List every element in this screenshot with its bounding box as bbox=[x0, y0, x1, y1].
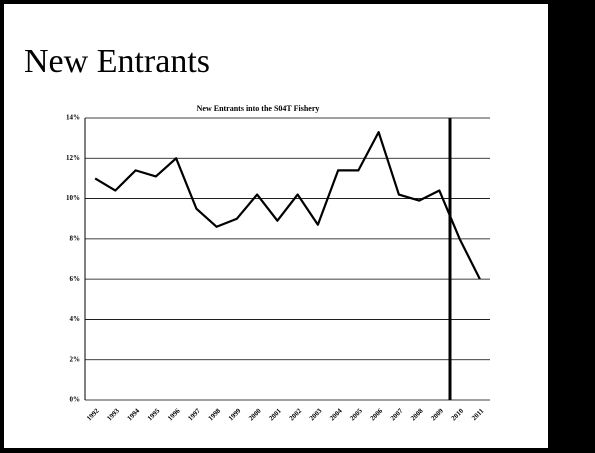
data-line bbox=[94, 131, 481, 280]
slide-title: New Entrants bbox=[24, 43, 210, 80]
y-tick-label: 12% bbox=[66, 154, 80, 162]
y-tick-label: 0% bbox=[70, 396, 81, 404]
y-tick-label: 14% bbox=[66, 114, 80, 122]
plot: 0%2%4%6%8%10%12%14%1992 1993 1994 1995 1996 1… bbox=[66, 114, 490, 422]
y-tick-label: 8% bbox=[70, 234, 81, 242]
y-tick-label: 6% bbox=[70, 275, 81, 283]
y-tick-label: 2% bbox=[70, 355, 81, 363]
y-tick-label: 10% bbox=[66, 194, 80, 202]
chart-title: New Entrants into the S04T Fishery bbox=[197, 104, 320, 113]
y-tick-label: 4% bbox=[70, 315, 81, 323]
slide-body bbox=[4, 4, 548, 448]
